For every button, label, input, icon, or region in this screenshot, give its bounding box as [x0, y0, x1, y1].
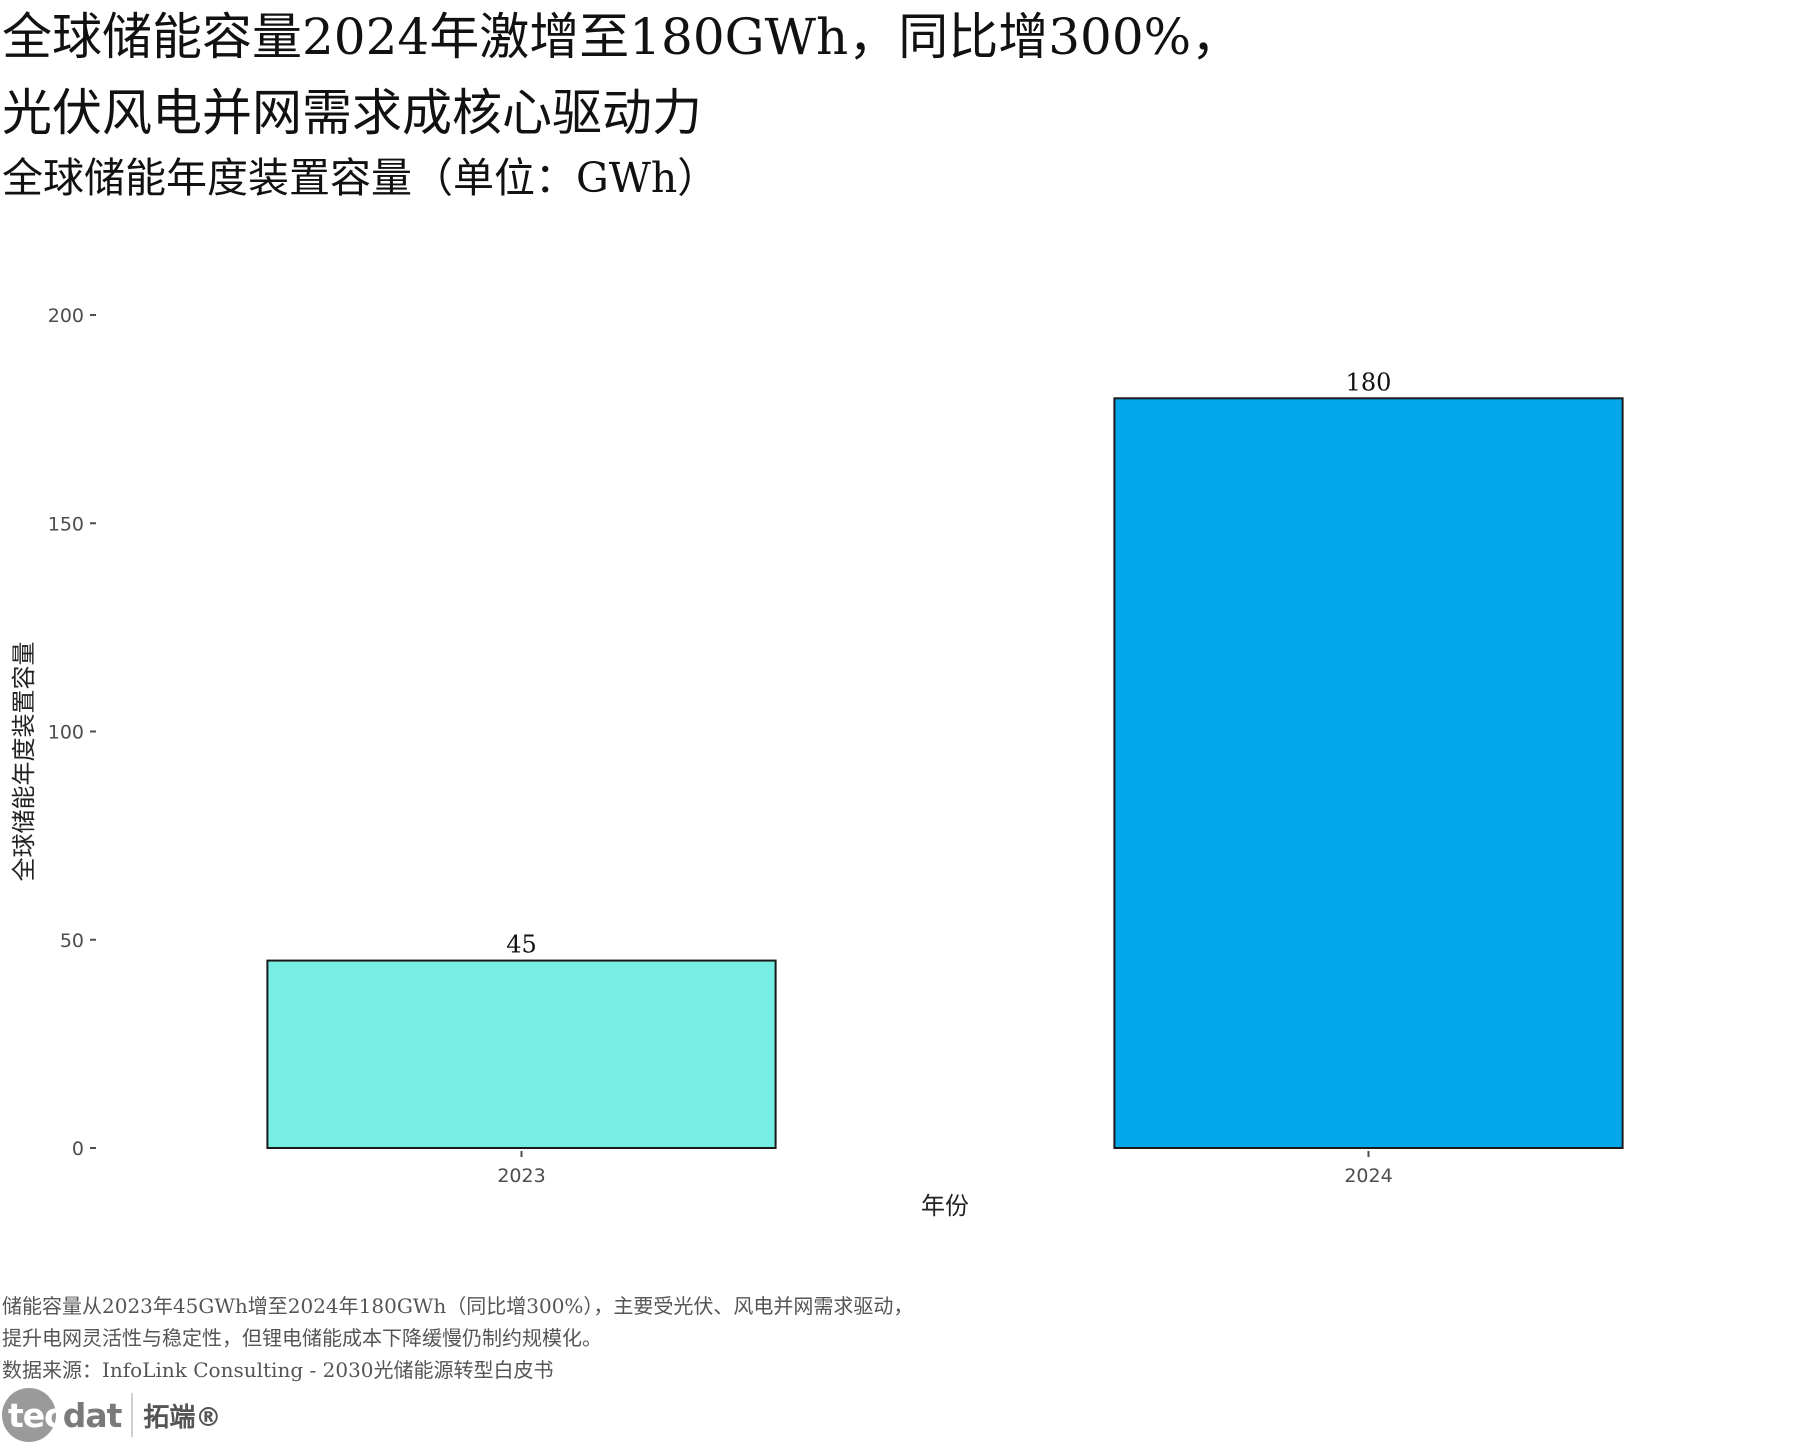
y-tick-label: 50 — [60, 930, 84, 952]
bar-chart: 0 50 100 150 200 2023 2024 45 180 年份 全球储能年度装置容… — [10, 305, 1624, 1220]
logo-wordmark-rest: dat — [62, 1395, 123, 1435]
bar-2023 — [266, 959, 777, 1150]
source-note: 数据来源：InfoLink Consulting - 2030光储能源转型白皮书 — [2, 1358, 554, 1382]
y-axis-title: 全球储能年度装置容量 — [10, 642, 38, 882]
logo-circle-icon — [2, 1388, 56, 1442]
data-labels: 45 180 — [506, 368, 1391, 958]
y-axis: 0 50 100 150 200 — [48, 305, 96, 1160]
x-tick-label: 2024 — [1344, 1165, 1392, 1187]
logo-chinese-name: 拓端® — [143, 1402, 222, 1433]
data-label-2023: 45 — [506, 931, 537, 959]
y-tick-label: 150 — [48, 513, 84, 535]
logo-divider — [131, 1393, 134, 1437]
x-axis: 2023 2024 — [497, 1151, 1393, 1187]
brand-logo: tecdat 拓端® — [2, 1388, 221, 1442]
y-tick-label: 0 — [72, 1138, 84, 1160]
bar-2024 — [1113, 397, 1624, 1150]
y-tick-label: 200 — [48, 305, 84, 327]
bars — [266, 397, 1624, 1150]
caption-line1: 储能容量从2023年45GWh增至2024年180GWh（同比增300%），主要… — [2, 1294, 914, 1318]
data-label-2024: 180 — [1346, 368, 1392, 396]
y-tick-label: 100 — [48, 722, 84, 744]
chart-title-line1: 全球储能容量2024年激增至180GWh，同比增300%， — [2, 8, 1242, 66]
chart-title-line2: 光伏风电并网需求成核心驱动力 — [2, 84, 702, 142]
logo-wordmark: tecdat — [2, 1395, 123, 1435]
logo-wordmark-circle-part: tec — [8, 1395, 64, 1435]
chart-subtitle: 全球储能年度装置容量（单位：GWh） — [2, 154, 719, 202]
x-axis-title: 年份 — [921, 1192, 969, 1220]
caption-line2: 提升电网灵活性与稳定性，但锂电储能成本下降缓慢仍制约规模化。 — [2, 1326, 602, 1350]
x-tick-label: 2023 — [497, 1165, 545, 1187]
